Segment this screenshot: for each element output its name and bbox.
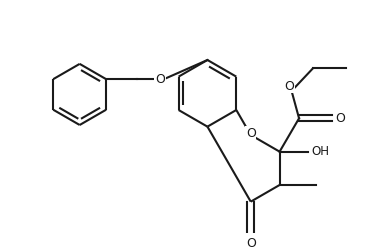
Text: O: O [246,237,256,248]
Text: O: O [284,80,294,93]
Text: OH: OH [312,145,330,158]
Text: O: O [335,112,345,125]
Text: O: O [155,73,165,86]
Text: O: O [246,127,256,140]
